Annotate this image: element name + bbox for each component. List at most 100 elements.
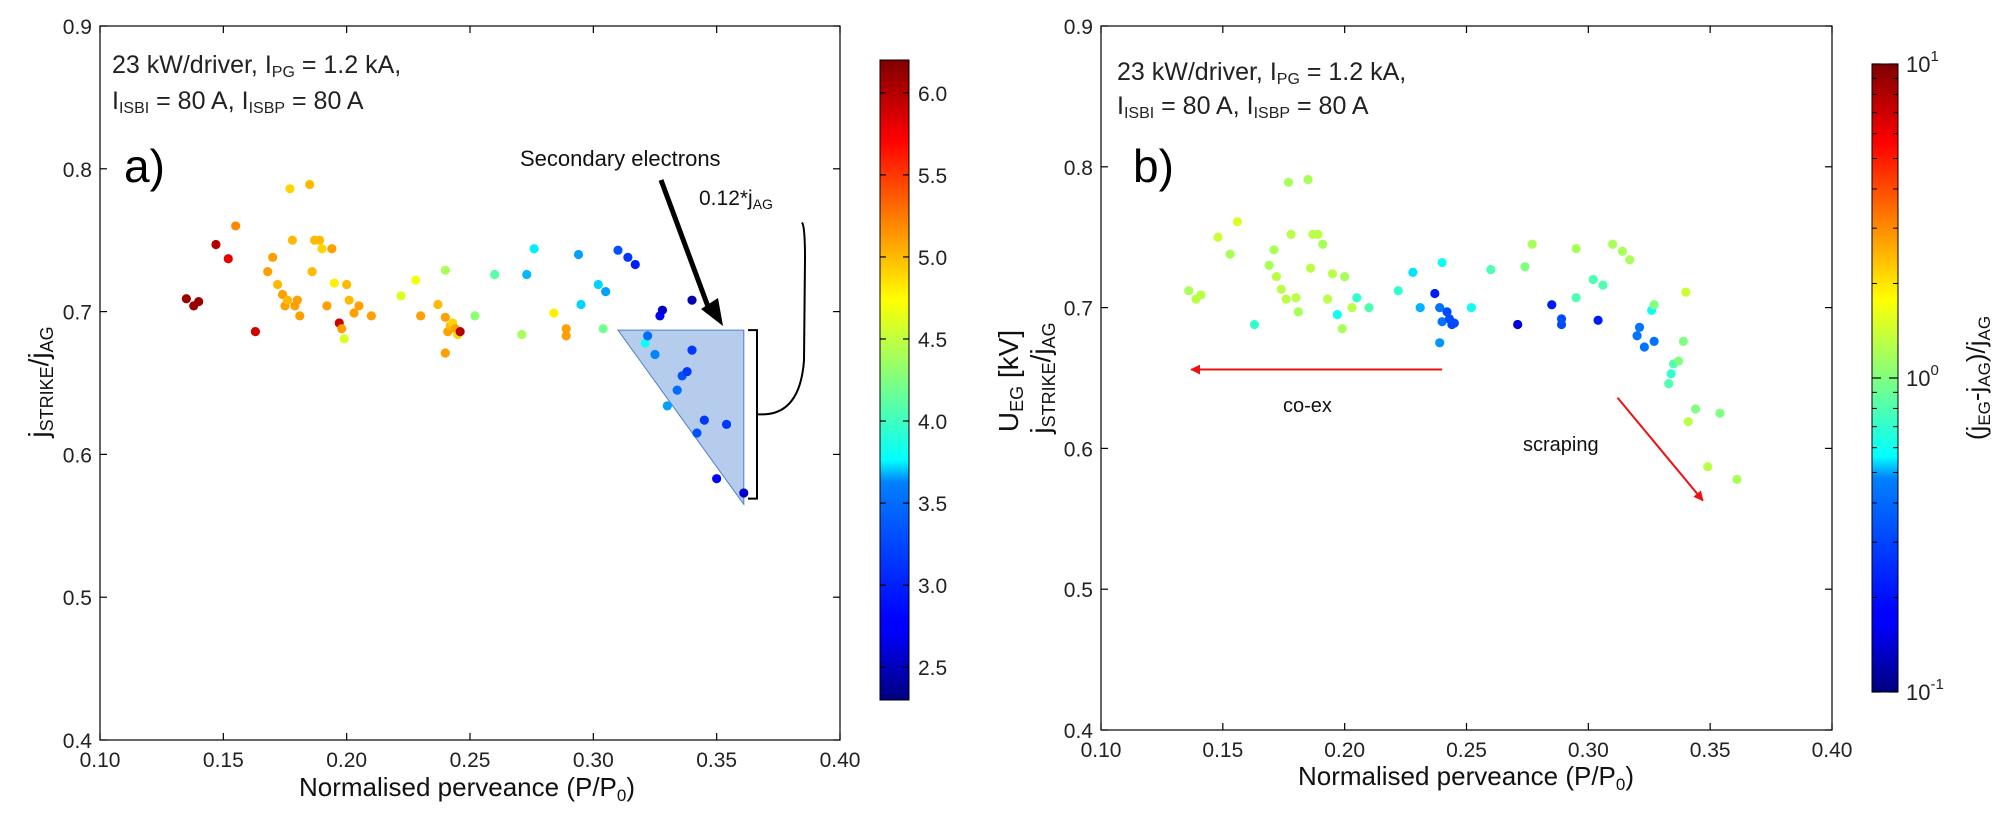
panel-a-data-point xyxy=(295,311,305,321)
panel-b-data-point xyxy=(1681,287,1691,297)
panel-a-data-point xyxy=(194,297,204,307)
panel-b-x-tick-label: 0.20 xyxy=(1324,739,1365,762)
panel-b-data-point xyxy=(1608,239,1618,249)
panel-a-data-point xyxy=(337,324,347,334)
panel-a-x-tick-label: 0.20 xyxy=(326,749,367,772)
panel-a-x-ticks: 0.10 0.15 0.20 0.25 0.30 0.35 0.40 xyxy=(80,26,861,772)
panel-b-data-point xyxy=(1664,379,1674,389)
panel-b-x-axis-label: Normalised perveance (P/P0) xyxy=(1298,761,1634,794)
panel-a-colorbar xyxy=(879,59,910,701)
panel-a-data-point xyxy=(601,287,611,297)
panel-b-x-tick-label: 0.40 xyxy=(1812,739,1853,762)
panel-a-data-point xyxy=(317,244,327,254)
panel-a-data-point xyxy=(250,326,260,337)
panel-a-data-point xyxy=(231,221,241,231)
panel-b-data-point xyxy=(1313,229,1323,239)
panel-b-data-point xyxy=(1437,317,1447,327)
panel-a-x-tick-label: 0.30 xyxy=(573,749,614,772)
panel-a-y-tick-label: 0.9 xyxy=(63,16,92,39)
panel-b-colorbar-tick-label: 10-1 xyxy=(1906,676,1944,705)
panel-a-data-point xyxy=(682,366,692,377)
panel-a-colorbar-tick-label: 4.0 xyxy=(918,411,947,434)
panel-b-data-point xyxy=(1430,288,1440,299)
panel-b-data-point xyxy=(1513,319,1523,330)
panel-a-x-tick-label: 0.35 xyxy=(696,749,737,772)
panel-a-data-point xyxy=(561,324,571,334)
panel-a-data-point xyxy=(561,331,571,341)
panel-b-y-tick-label: 0.6 xyxy=(1064,438,1093,461)
panel-b-data-point xyxy=(1286,229,1296,239)
panel-a-x-tick-label: 0.10 xyxy=(80,749,121,772)
panel-a-data-point xyxy=(307,267,317,277)
panel-b-data-point xyxy=(1632,331,1642,341)
panel-b-x-ticks: 0.10 0.15 0.20 0.25 0.30 0.35 0.40 xyxy=(1081,26,1853,762)
panel-a-data-point xyxy=(181,294,191,304)
panel-b-info-line-1: 23 kW/driver, IPG = 1.2 kA, xyxy=(1117,58,1406,88)
panel-a-colorbar-tick-label: 4.5 xyxy=(918,329,947,352)
panel-b-data-point xyxy=(1323,294,1333,304)
panel-b-data-point xyxy=(1437,257,1447,268)
panel-a-data-point xyxy=(411,275,421,285)
panel-a-data-point xyxy=(598,324,608,334)
panel-a-x-tick-label: 0.15 xyxy=(203,749,244,772)
panel-a-y-ticks: 0.4 0.5 0.6 0.7 0.8 0.9 xyxy=(63,16,840,753)
panel-b-data-point xyxy=(1617,246,1628,256)
panel-b-data-point xyxy=(1337,324,1347,334)
panel-a-data-point xyxy=(339,334,349,344)
panel-a-data-point xyxy=(285,184,295,194)
panel-b-data-point xyxy=(1332,310,1342,320)
panel-b-data-point xyxy=(1556,319,1567,330)
panel-b-data-point xyxy=(1249,319,1260,330)
panel-a-data-point xyxy=(613,245,623,255)
panel-b-colorbar-tick-label: 101 xyxy=(1906,48,1939,77)
panel-b-data-point xyxy=(1639,342,1649,352)
panel-a-data-point xyxy=(623,252,633,262)
panel-b-points xyxy=(1184,174,1742,484)
panel-a-data-point xyxy=(650,349,660,360)
panel-a-data-point xyxy=(273,279,283,290)
panel-a: 0.10 0.15 0.20 0.25 0.30 0.35 0.40 0.40.50.60.… xyxy=(23,16,1027,805)
panel-b-data-point xyxy=(1347,303,1357,313)
panel-b-y-tick-label: 0.4 xyxy=(1064,720,1094,743)
panel-a-data-point xyxy=(342,279,352,290)
panel-a-data-point xyxy=(354,301,364,311)
panel-a-data-point xyxy=(529,244,539,254)
panel-a-data-point xyxy=(440,312,450,322)
panel-b-data-point xyxy=(1340,272,1350,282)
panel-b-data-point xyxy=(1225,249,1235,259)
panel-a-y-tick-label: 0.7 xyxy=(63,302,92,325)
panel-a-data-point xyxy=(292,295,302,305)
panel-a-data-point xyxy=(287,235,297,245)
panel-b-colorbar-tick-label: 100 xyxy=(1906,362,1939,391)
panel-a-label: a) xyxy=(124,140,165,192)
panel-b: co-ex scraping 0.10 0.15 0.20 0.25 0.30 0.35 0… xyxy=(1025,16,1994,794)
panel-a-bracket xyxy=(748,329,762,500)
panel-b-y-tick-label: 0.8 xyxy=(1064,157,1093,180)
panel-a-data-point xyxy=(223,254,233,264)
panel-b-data-point xyxy=(1486,264,1496,275)
panel-a-data-point xyxy=(344,295,354,305)
panel-b-x-tick-label: 0.35 xyxy=(1690,739,1731,762)
panel-a-data-point xyxy=(314,235,325,245)
panel-a-colorbar-tick-label: 5.0 xyxy=(918,247,947,270)
panel-a-x-tick-label: 0.40 xyxy=(820,749,861,772)
panel-b-co-ex-label: co-ex xyxy=(1283,395,1332,417)
panel-a-data-point xyxy=(692,428,702,438)
panel-a-data-point xyxy=(640,338,650,348)
panel-b-data-point xyxy=(1184,286,1194,296)
panel-a-data-point xyxy=(440,265,450,275)
panel-b-x-tick-label: 0.30 xyxy=(1568,739,1609,762)
panel-a-y-tick-label: 0.4 xyxy=(63,730,93,753)
panel-b-data-point xyxy=(1264,260,1274,270)
panel-a-colorbar-tick-label: 5.5 xyxy=(918,165,947,188)
panel-a-data-point xyxy=(268,252,278,262)
panel-a-colorbar-ticks: 2.5 3.0 3.5 4.0 4.5 5.0 5.5 6.0 xyxy=(880,83,947,680)
panel-b-data-point xyxy=(1393,286,1403,296)
panel-b-scraping-arrow xyxy=(1616,397,1704,502)
panel-b-data-point xyxy=(1352,293,1362,303)
panel-b-data-point xyxy=(1588,274,1598,285)
panel-b-data-point xyxy=(1732,474,1742,484)
panel-b-data-point xyxy=(1435,303,1445,313)
panel-a-data-point xyxy=(349,308,359,318)
panel-b-x-tick-label: 0.15 xyxy=(1202,739,1243,762)
